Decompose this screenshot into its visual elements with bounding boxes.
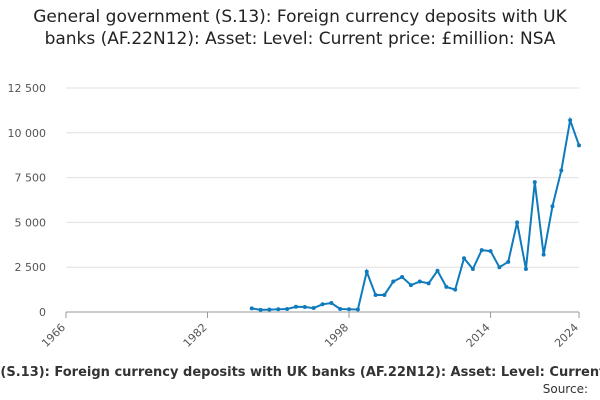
point (267, 307, 272, 312)
point (311, 306, 316, 311)
point (258, 307, 263, 312)
point (550, 204, 555, 209)
line (251, 116, 580, 311)
point (355, 307, 360, 312)
x-tick-label: 1966 (39, 321, 68, 350)
point (408, 283, 413, 288)
point (568, 118, 573, 123)
point (453, 287, 458, 292)
point (541, 252, 546, 257)
point (577, 143, 581, 148)
x-axis-label: General government (S.13): Foreign curre… (0, 365, 600, 380)
point (515, 220, 520, 225)
point (329, 301, 334, 306)
point (338, 306, 343, 311)
source-label: Source: (543, 382, 588, 396)
point (559, 168, 564, 173)
point (293, 304, 298, 309)
point (470, 266, 475, 271)
point (249, 306, 254, 311)
point (276, 307, 281, 312)
point (462, 256, 467, 261)
x-tick-label: 2014 (464, 321, 493, 350)
point (302, 304, 307, 309)
point (506, 259, 511, 264)
y-tick-label: 0 (39, 306, 46, 319)
point (523, 266, 528, 271)
point (435, 268, 440, 273)
y-tick-label: 2 500 (15, 261, 47, 274)
y-tick-label: 10 000 (8, 127, 47, 140)
y-tick-label: 12 500 (8, 82, 47, 95)
point (320, 302, 325, 307)
x-tick-label: 2024 (552, 321, 581, 350)
x-tick-label: 1982 (181, 321, 210, 350)
point (391, 279, 396, 284)
point (347, 307, 352, 312)
point (373, 292, 378, 297)
point (417, 279, 422, 284)
point (497, 265, 502, 270)
chart-title: General government (S.13): Foreign curre… (33, 7, 567, 49)
point (479, 248, 484, 253)
point (400, 275, 405, 280)
point (382, 292, 387, 297)
point (364, 269, 369, 274)
y-tick-label: 5 000 (15, 216, 47, 229)
point (488, 249, 493, 254)
point (426, 281, 431, 286)
point (444, 284, 449, 289)
y-tick-label: 7 500 (15, 172, 47, 185)
point (532, 180, 537, 185)
point (285, 306, 290, 311)
x-tick-label: 1998 (322, 321, 351, 350)
